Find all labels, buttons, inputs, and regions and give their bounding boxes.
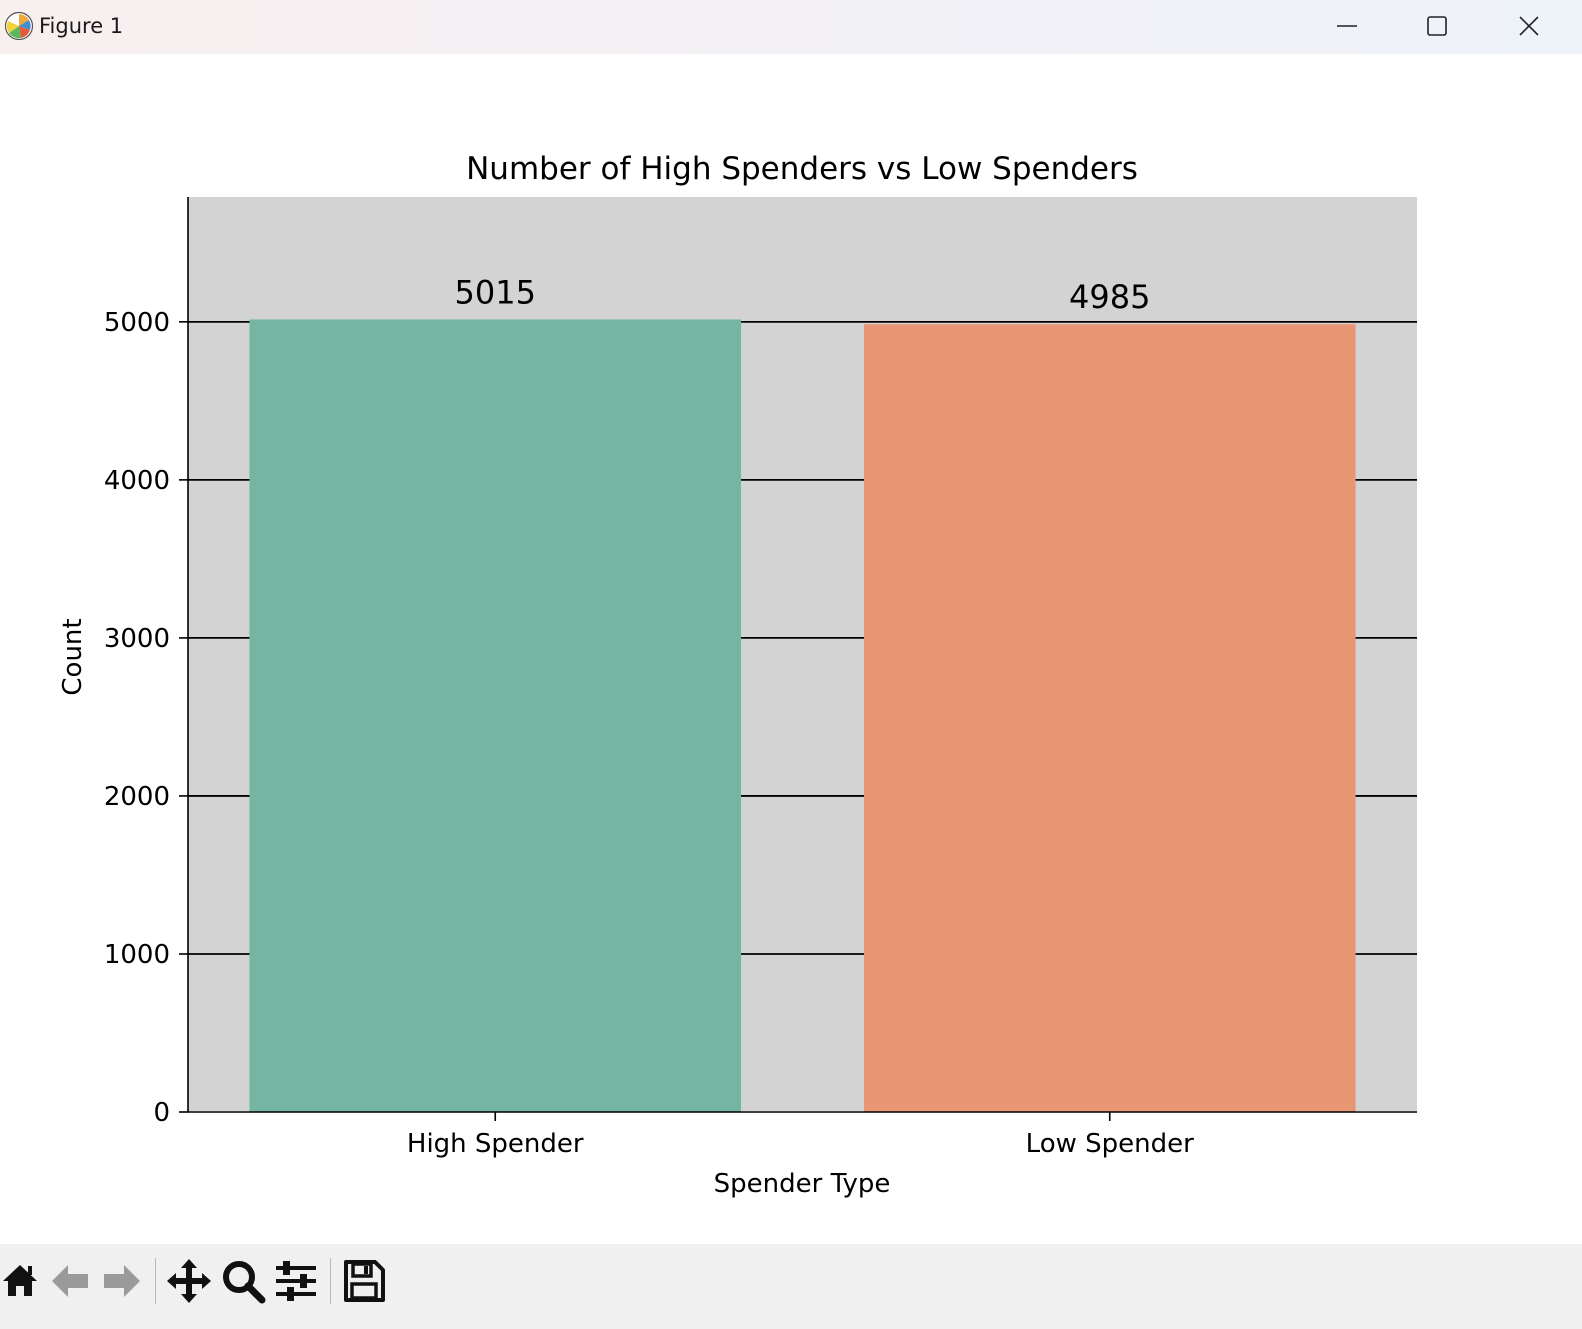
chart-title: Number of High Spenders vs Low Spenders (466, 151, 1138, 187)
zoom-icon (223, 1261, 266, 1304)
figure-canvas: 5015 4985 0 1000 2000 3000 4000 5000 High Spen… (0, 54, 1582, 1244)
x-axis-label: Spender Type (714, 1169, 891, 1199)
bar-value-label: 4985 (1069, 278, 1150, 316)
y-tick-label: 4000 (104, 466, 170, 496)
forward-arrow-icon (104, 1265, 140, 1297)
minimize-button[interactable] (1302, 0, 1392, 54)
close-button[interactable] (1484, 0, 1574, 54)
minimize-icon (1337, 25, 1357, 27)
navigation-toolbar (0, 1244, 1582, 1329)
pan-button[interactable] (166, 1258, 212, 1304)
x-tick-label: Low Spender (1026, 1129, 1194, 1159)
x-tick-label: High Spender (407, 1129, 584, 1159)
y-axis-ticks: 0 1000 2000 3000 4000 5000 (104, 308, 188, 1128)
home-button[interactable] (0, 1258, 46, 1304)
configure-subplots-button[interactable] (273, 1258, 319, 1304)
bar-low-spender (863, 324, 1356, 1112)
maximize-icon (1427, 16, 1447, 36)
y-tick-label: 2000 (104, 782, 170, 812)
zoom-button[interactable] (220, 1258, 266, 1304)
bars (249, 319, 1356, 1112)
bar-high-spender (249, 319, 742, 1112)
matplotlib-logo-icon (4, 11, 34, 41)
configure-subplots-icon (276, 1261, 316, 1301)
window-titlebar: Figure 1 (0, 0, 1582, 54)
back-arrow-icon (52, 1265, 88, 1297)
window-title: Figure 1 (39, 14, 124, 38)
forward-button[interactable] (98, 1258, 144, 1304)
save-button[interactable] (341, 1258, 387, 1304)
y-tick-label: 1000 (104, 940, 170, 970)
toolbar-separator (330, 1258, 331, 1304)
save-icon (344, 1260, 385, 1302)
y-tick-label: 5000 (104, 308, 170, 338)
maximize-button[interactable] (1392, 0, 1482, 54)
y-tick-label: 0 (153, 1098, 170, 1128)
toolbar-separator (155, 1258, 156, 1304)
pan-icon (167, 1259, 211, 1303)
y-tick-label: 3000 (104, 624, 170, 654)
back-button[interactable] (48, 1258, 94, 1304)
bar-value-label: 5015 (455, 273, 536, 311)
bar-value-labels: 5015 4985 (455, 273, 1151, 316)
bar-chart: 5015 4985 0 1000 2000 3000 4000 5000 High Spen… (58, 151, 1417, 1199)
close-icon (1519, 16, 1539, 36)
y-axis-label: Count (58, 618, 88, 695)
x-axis-ticks: High Spender Low Spender (407, 1112, 1194, 1159)
home-icon (3, 1265, 37, 1296)
